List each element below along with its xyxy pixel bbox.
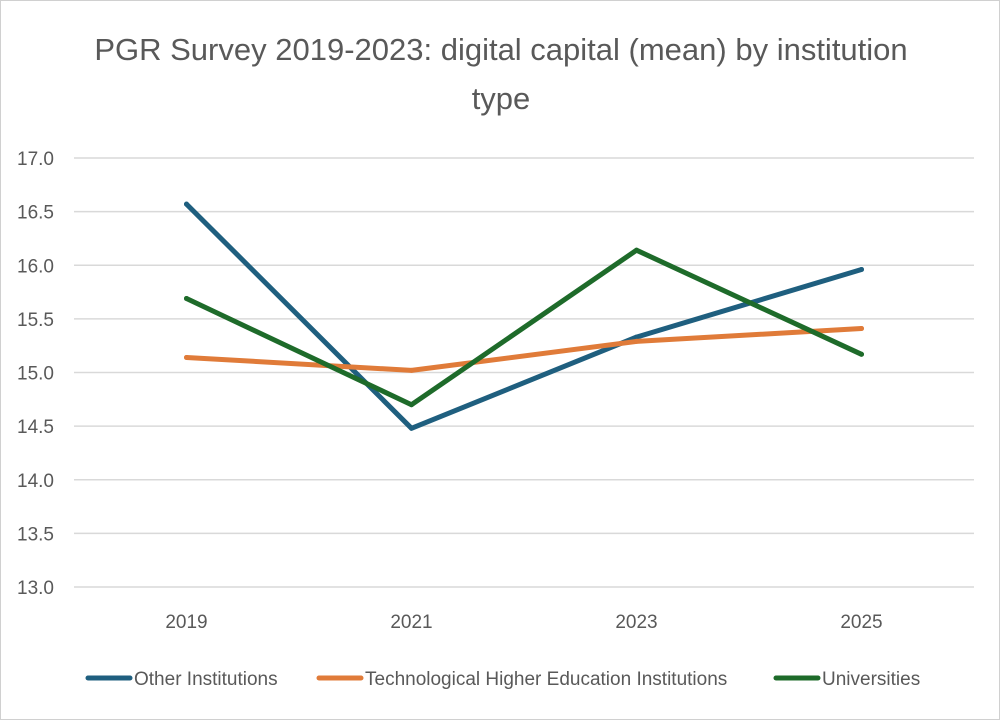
y-tick-label: 15.5 — [17, 310, 54, 331]
legend: Other Institutions Technological Higher E… — [85, 669, 920, 690]
y-tick-label: 16.5 — [17, 203, 54, 224]
y-tick-label: 17.0 — [17, 149, 54, 170]
series-lines — [184, 201, 864, 431]
y-tick-label: 15.0 — [17, 364, 54, 385]
x-tick-label: 2019 — [165, 612, 207, 633]
data-point — [859, 267, 864, 273]
y-axis-ticks: 13.0 13.5 14.0 14.5 15.0 15.5 16.0 16.5 17.0 — [17, 149, 54, 599]
data-point — [409, 425, 414, 431]
data-point — [859, 351, 864, 357]
data-point — [859, 326, 864, 332]
legend-label: Technological Higher Education Instituti… — [365, 669, 727, 690]
y-tick-label: 16.0 — [17, 256, 54, 277]
data-point — [184, 295, 189, 301]
x-tick-label: 2021 — [390, 612, 432, 633]
y-tick-label: 13.5 — [17, 524, 54, 545]
chart-title-line-1: PGR Survey 2019-2023: digital capital (m… — [94, 32, 907, 67]
x-tick-label: 2025 — [840, 612, 882, 633]
x-tick-label: 2023 — [615, 612, 657, 633]
y-tick-label: 13.0 — [17, 578, 54, 599]
legend-label: Universities — [822, 669, 920, 690]
data-point — [634, 247, 639, 253]
x-axis-ticks: 2019 2021 2023 2025 — [165, 612, 882, 633]
legend-label: Other Institutions — [134, 669, 278, 690]
y-tick-label: 14.0 — [17, 471, 54, 492]
gridlines — [74, 157, 974, 588]
data-point — [409, 367, 414, 373]
data-point — [184, 201, 189, 207]
series-line-0 — [184, 201, 864, 431]
data-point — [634, 334, 639, 340]
series-line-2 — [184, 247, 864, 408]
data-point — [409, 402, 414, 408]
data-point — [634, 338, 639, 344]
data-point — [184, 354, 189, 360]
chart-title-line-2: type — [472, 81, 531, 116]
y-tick-label: 14.5 — [17, 417, 54, 438]
series-line-1 — [184, 326, 864, 373]
